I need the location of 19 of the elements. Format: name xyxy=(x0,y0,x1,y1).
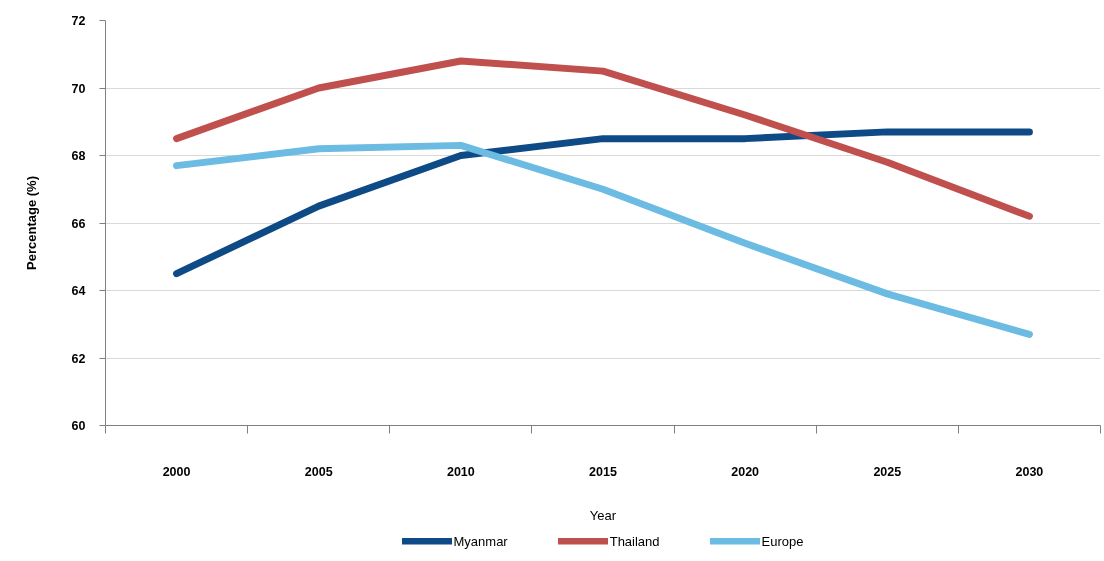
x-tick-label: 2025 xyxy=(873,464,902,479)
legend-label: Thailand xyxy=(609,533,660,549)
y-tick-label: 64 xyxy=(71,284,86,298)
y-tick-label: 68 xyxy=(71,149,86,163)
x-tick-label: 2010 xyxy=(446,464,475,479)
x-tick-label: 2005 xyxy=(304,464,333,479)
x-tick-label: 2000 xyxy=(162,464,191,479)
y-axis-title: Percentage (%) xyxy=(23,176,39,270)
legend-label: Myanmar xyxy=(453,533,508,549)
y-tick-label: 60 xyxy=(71,419,86,433)
y-tick-label: 72 xyxy=(71,14,86,28)
x-tick-label: 2015 xyxy=(589,464,617,479)
x-tick-label: 2030 xyxy=(1015,464,1044,479)
y-tick-label: 66 xyxy=(71,216,86,231)
x-axis-title: Year xyxy=(589,507,617,523)
y-tick-label: 62 xyxy=(71,351,86,366)
x-tick-label: 2020 xyxy=(731,464,760,479)
legend-label: Europe xyxy=(761,533,804,549)
y-tick-label: 70 xyxy=(71,81,86,96)
